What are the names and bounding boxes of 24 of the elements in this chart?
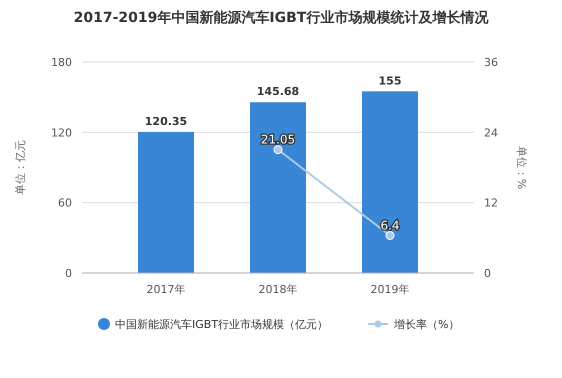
y-tick-label: 180 [51,56,72,69]
x-tick-label: 2017年 [146,283,186,296]
data-label: 6.4 [380,218,400,232]
bar [138,132,194,273]
bar [362,91,418,273]
y-tick-label: 0 [65,267,72,280]
y-tick-label: 60 [58,196,72,210]
bar [250,102,306,273]
legend-label: 增长率（%） [393,318,460,331]
legend-label: 中国新能源汽车IGBT行业市场规模（亿元） [115,318,328,331]
x-tick-label: 2019年 [370,283,410,296]
y2-tick-label: 24 [484,126,498,140]
y-tick-label: 120 [51,126,72,140]
y2-tick-label: 36 [484,56,498,69]
y2-tick-label: 12 [484,196,498,210]
data-label: 21.05 [260,132,296,147]
data-label: 145.68 [256,85,300,98]
data-label: 120.35 [144,114,188,128]
x-tick-label: 2018年 [258,283,298,296]
y-axis-title: 单位：亿元 [14,140,27,195]
chart-title: 2017-2019年中国新能源汽车IGBT行业市场规模统计及增长情况 [74,9,490,26]
y2-tick-label: 0 [484,267,491,280]
y2-axis-title: 单位：% [515,146,528,190]
data-label: 155 [378,74,402,88]
